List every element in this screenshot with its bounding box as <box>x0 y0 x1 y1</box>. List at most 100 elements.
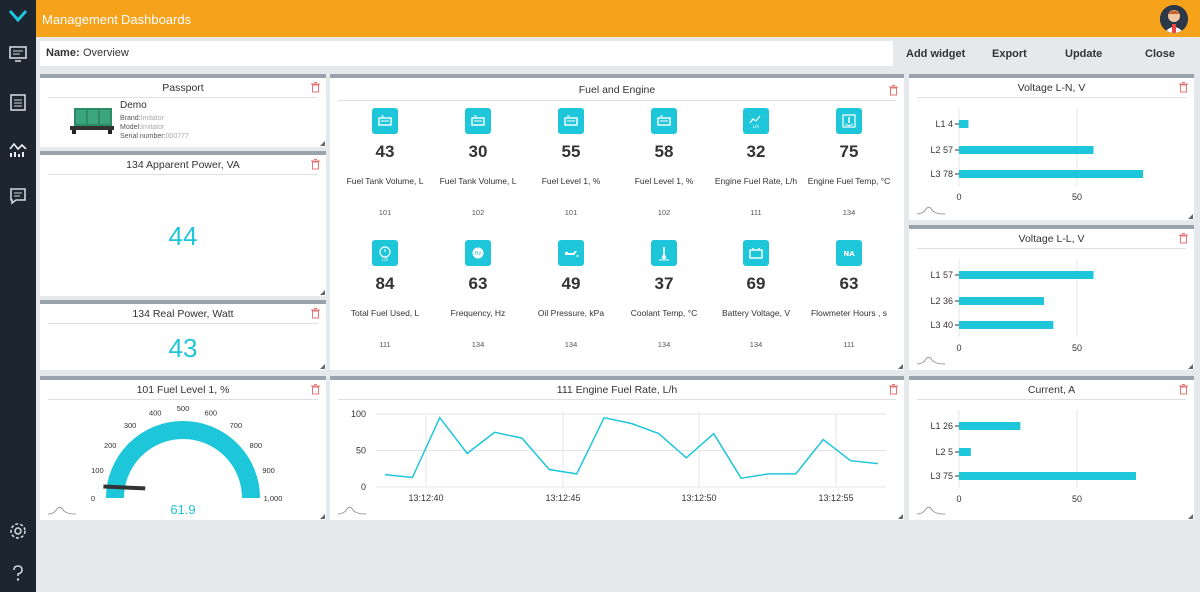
monitor-icon[interactable] <box>6 42 30 66</box>
export-button[interactable]: Export <box>992 48 1027 60</box>
x-tick-label: 50 <box>1072 494 1082 504</box>
metric-card: NA 63 Flowmeter Hours , s 111 <box>803 240 895 349</box>
series-line <box>384 416 879 480</box>
delete-widget-icon[interactable] <box>889 85 898 96</box>
settings-gear-icon[interactable] <box>6 519 30 543</box>
metric-source-id: 111 <box>750 208 762 217</box>
resize-handle[interactable] <box>320 364 325 369</box>
total-fuel-icon: L/h <box>372 240 398 266</box>
category-label: L3 75 <box>930 471 953 481</box>
svg-text:Hz: Hz <box>475 251 482 257</box>
widget-title: Voltage L-L, V <box>1018 233 1085 245</box>
metric-source-id: 134 <box>471 340 485 349</box>
fuel-tank-icon <box>465 108 491 134</box>
metric-label: Oil Pressure, kPa <box>537 308 605 318</box>
chat-icon[interactable] <box>6 184 30 208</box>
category-label: L2 57 <box>930 145 953 155</box>
metric-label: Battery Voltage, V <box>721 308 791 318</box>
battery-icon <box>743 240 769 266</box>
bar <box>959 448 971 456</box>
x-tick-label: 13:12:40 <box>408 493 443 503</box>
delete-widget-icon[interactable] <box>311 308 320 319</box>
gauge-tick-label: 1,000 <box>264 494 283 503</box>
resize-handle[interactable] <box>320 290 325 295</box>
resize-handle[interactable] <box>898 364 903 369</box>
mini-chart-icon[interactable] <box>917 205 945 215</box>
mini-chart-icon[interactable] <box>917 505 945 515</box>
gauge-tick-label: 100 <box>91 466 104 475</box>
real-power-widget: 134 Real Power, Watt 43 <box>40 300 326 370</box>
metric-value: 84 <box>375 274 395 293</box>
breadcrumb-management[interactable]: Management <box>42 12 118 27</box>
delete-widget-icon[interactable] <box>311 82 320 93</box>
delete-widget-icon[interactable] <box>311 159 320 170</box>
calendar-icon[interactable] <box>6 90 30 114</box>
generator-image <box>70 108 114 134</box>
dashboard-name-bar: Name: Overview <box>40 41 893 66</box>
bar <box>959 271 1094 279</box>
gauge-tick-label: 500 <box>177 404 190 413</box>
delete-widget-icon[interactable] <box>889 384 898 395</box>
metric-source-id: 134 <box>749 340 763 349</box>
metric-value: 49 <box>561 274 581 293</box>
svg-text:L/h: L/h <box>382 257 389 262</box>
serial-value: 000777 <box>165 133 189 140</box>
metric-card: Hz 63 Frequency, Hz 134 <box>432 240 524 349</box>
fuel-tank-icon <box>372 108 398 134</box>
metric-value: 63 <box>468 274 488 293</box>
resize-handle[interactable] <box>320 514 325 519</box>
passport-widget: Passport Demo Brand:Imitator Model:Imita… <box>40 74 326 147</box>
metric-value: 55 <box>561 142 581 161</box>
category-label: L2 5 <box>935 447 953 457</box>
update-button[interactable]: Update <box>1065 48 1103 60</box>
metric-source-id: 101 <box>564 208 578 217</box>
y-tick-label: 0 <box>361 482 366 492</box>
svg-text:L/h: L/h <box>753 124 760 129</box>
x-tick-label: 50 <box>1072 343 1082 353</box>
gauge-needle <box>103 484 146 491</box>
dashboard-name-field[interactable]: Overview <box>83 47 129 59</box>
widget-title: 111 Engine Fuel Rate, L/h <box>556 384 678 396</box>
resize-handle[interactable] <box>320 141 325 146</box>
help-icon[interactable] <box>6 561 30 585</box>
fuel-tank-icon <box>558 108 584 134</box>
metric-card: L/h 84 Total Fuel Used, L 111 <box>339 240 431 349</box>
metric-card: 30 Fuel Tank Volume, L 102 <box>432 108 524 217</box>
delete-widget-icon[interactable] <box>311 384 320 395</box>
gauge-tick-label: 700 <box>230 421 243 430</box>
add-widget-button[interactable]: Add widget <box>906 48 966 60</box>
fuel-rate-icon: L/h <box>743 108 769 134</box>
passport-name: Demo <box>120 100 147 111</box>
metric-source-id: 134 <box>657 340 671 349</box>
voltage-ll-widget: Voltage L-L, V 0 50 L1 57 L2 36 L3 40 <box>909 225 1194 370</box>
mini-chart-icon[interactable] <box>917 355 945 365</box>
serial-label: Serial number: <box>120 133 166 140</box>
delete-widget-icon[interactable] <box>1179 233 1188 244</box>
mini-chart-icon[interactable] <box>338 505 366 515</box>
svg-text:NA: NA <box>843 250 855 258</box>
close-button[interactable]: Close <box>1145 48 1175 60</box>
mini-chart-icon[interactable] <box>48 505 76 515</box>
resize-handle[interactable] <box>898 514 903 519</box>
metric-source-id: 111 <box>379 340 391 349</box>
thermometer-icon <box>651 240 677 266</box>
engine-temp-icon <box>836 108 862 134</box>
bar <box>959 120 969 128</box>
delete-widget-icon[interactable] <box>1179 384 1188 395</box>
resize-handle[interactable] <box>1188 514 1193 519</box>
app-logo-icon[interactable] <box>8 8 28 24</box>
gauge-tick-label: 200 <box>104 441 117 450</box>
metric-value: 43 <box>375 142 395 161</box>
resize-handle[interactable] <box>1188 364 1193 369</box>
model-value: Imitator <box>141 124 165 131</box>
widget-title: 134 Apparent Power, VA <box>126 159 240 171</box>
metric-label: Engine Fuel Rate, L/h <box>714 176 798 186</box>
gauge-tick-label: 900 <box>262 466 275 475</box>
delete-widget-icon[interactable] <box>1179 82 1188 93</box>
resize-handle[interactable] <box>1188 214 1193 219</box>
breadcrumb-dashboards[interactable]: Dashboards <box>121 12 192 27</box>
oil-can-icon <box>558 240 584 266</box>
dashboard-chart-icon[interactable] <box>6 138 30 162</box>
metric-label: Fuel Tank Volume, L <box>346 176 424 186</box>
user-avatar[interactable] <box>1160 5 1188 33</box>
